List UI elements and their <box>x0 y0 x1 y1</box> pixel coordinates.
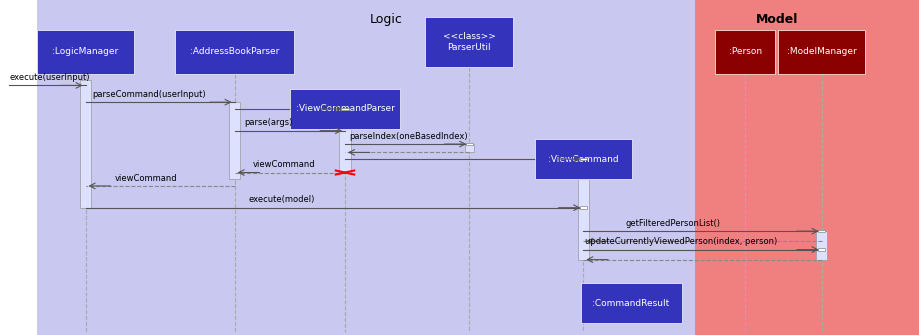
FancyBboxPatch shape <box>425 17 513 67</box>
Text: parseCommand(userInput): parseCommand(userInput) <box>92 90 206 99</box>
Text: :CommandResult: :CommandResult <box>592 299 669 308</box>
Bar <box>37 0 694 335</box>
FancyBboxPatch shape <box>229 102 240 179</box>
Text: :LogicManager: :LogicManager <box>52 48 119 56</box>
Text: Logic: Logic <box>369 13 403 26</box>
Text: :ViewCommand: :ViewCommand <box>548 155 618 163</box>
FancyBboxPatch shape <box>817 248 824 251</box>
FancyBboxPatch shape <box>579 158 586 160</box>
Text: viewCommand: viewCommand <box>115 174 177 183</box>
Text: Model: Model <box>755 13 798 26</box>
FancyBboxPatch shape <box>80 80 91 208</box>
Text: viewCommand: viewCommand <box>253 160 315 169</box>
Bar <box>694 0 919 335</box>
FancyBboxPatch shape <box>465 143 472 145</box>
FancyBboxPatch shape <box>289 89 400 129</box>
FancyBboxPatch shape <box>535 139 631 179</box>
FancyBboxPatch shape <box>577 179 588 260</box>
Text: execute(model): execute(model) <box>248 195 314 204</box>
Text: :Person: :Person <box>728 48 761 56</box>
FancyBboxPatch shape <box>580 283 681 323</box>
Text: :ViewCommandParser: :ViewCommandParser <box>295 105 394 113</box>
Text: :AddressBookParser: :AddressBookParser <box>189 48 279 56</box>
FancyBboxPatch shape <box>817 230 824 232</box>
Text: getFilteredPersonList(): getFilteredPersonList() <box>625 219 720 228</box>
FancyBboxPatch shape <box>715 30 774 74</box>
Text: :ModelManager: :ModelManager <box>786 48 856 56</box>
FancyBboxPatch shape <box>339 129 350 173</box>
Text: parse(args): parse(args) <box>244 118 292 127</box>
Text: parseIndex(oneBasedIndex): parseIndex(oneBasedIndex) <box>349 132 468 141</box>
FancyBboxPatch shape <box>815 231 826 260</box>
Text: updateCurrentlyViewedPerson(index, person): updateCurrentlyViewedPerson(index, perso… <box>584 237 777 246</box>
FancyBboxPatch shape <box>38 30 134 74</box>
FancyBboxPatch shape <box>579 206 586 209</box>
FancyBboxPatch shape <box>464 144 473 152</box>
FancyBboxPatch shape <box>341 108 348 110</box>
Text: <<class>>
ParserUtil: <<class>> ParserUtil <box>442 32 495 52</box>
Text: execute(userInput): execute(userInput) <box>9 73 90 82</box>
FancyBboxPatch shape <box>777 30 865 74</box>
FancyBboxPatch shape <box>175 30 294 74</box>
